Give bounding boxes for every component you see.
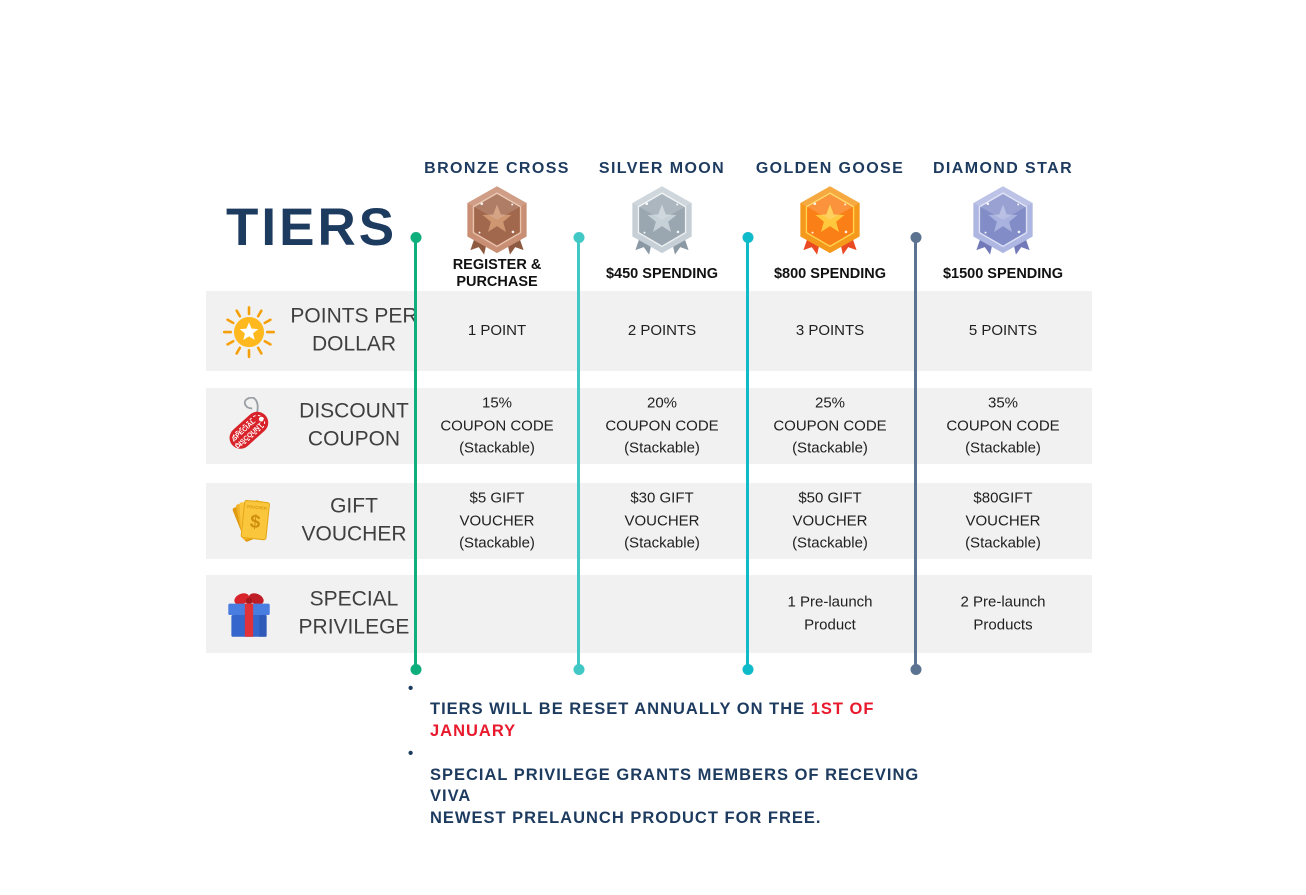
footnote-reset-date: 1ST OF JANUARY	[430, 700, 875, 740]
timeline-dot	[410, 664, 421, 675]
timeline-dot	[410, 232, 421, 243]
tier-requirement: $800 SPENDING	[773, 265, 887, 282]
cell-diamond: 5 POINTS	[968, 321, 1038, 339]
tier-name: SILVER MOON	[598, 160, 726, 177]
discount-tag-icon: SPECIAL DISCOUNT	[229, 397, 269, 450]
gift-box-icon	[228, 593, 270, 637]
tier-requirement: $1500 SPENDING	[942, 265, 1064, 282]
silver-badge-icon	[632, 186, 692, 255]
cell-gold: 3 POINTS	[795, 321, 865, 339]
timeline-dot	[910, 232, 921, 243]
cell-bronze: $5 GIFT VOUCHER (Stackable)	[459, 489, 535, 552]
divider-line-bronze	[410, 232, 421, 675]
tier-column-bronze-cross: BRONZE CROSS REGISTER & PURCHASE	[407, 160, 587, 292]
row-points-per-dollar: POINTS PER DOLLAR 1 POINT 2 POINTS 3 POI…	[206, 291, 1092, 371]
tier-name: GOLDEN GOOSE	[755, 160, 905, 177]
footnote-privilege: SPECIAL PRIVILEGE GRANTS MEMBERS OF RECE…	[406, 743, 966, 829]
timeline-dot	[573, 664, 584, 675]
cell-gold: 1 Pre-launch Product	[787, 593, 873, 634]
tier-name: DIAMOND STAR	[932, 160, 1074, 177]
bronze-badge-icon	[467, 186, 527, 255]
row-label: GIFT VOUCHER	[301, 494, 407, 546]
timeline-dot	[742, 664, 753, 675]
footnote-reset-text: TIERS WILL BE RESET ANNUALLY ON THE	[430, 700, 811, 719]
row-special-privilege: SPECIAL PRIVILEGE 1 Pre-launch Product 2…	[206, 575, 1092, 653]
row-label: POINTS PER DOLLAR	[290, 304, 418, 356]
row-label: DISCOUNT COUPON	[299, 399, 409, 451]
star-points-icon	[223, 306, 275, 359]
divider-line-silver	[573, 232, 584, 675]
tier-requirement: $450 SPENDING	[605, 265, 719, 282]
divider-line-diamond	[910, 232, 921, 675]
cell-diamond: 35% COUPON CODE (Stackable)	[946, 394, 1060, 457]
cell-diamond: 2 Pre-launch Products	[960, 593, 1046, 634]
tier-name: BRONZE CROSS	[424, 160, 570, 177]
cell-gold: 25% COUPON CODE (Stackable)	[773, 394, 887, 457]
cell-diamond: $80GIFT VOUCHER (Stackable)	[965, 489, 1041, 552]
row-gift-voucher: VOUCHER $ GIFT VOUCHER $5 GIFT VOUCHER (…	[206, 483, 1092, 559]
row-discount-coupon: SPECIAL DISCOUNT DISCOUNT COUPON 15% COU…	[206, 388, 1092, 464]
footnote-privilege-text: SPECIAL PRIVILEGE GRANTS MEMBERS OF RECE…	[430, 765, 920, 827]
cell-silver: 20% COUPON CODE (Stackable)	[605, 394, 719, 457]
cell-silver: 2 POINTS	[627, 321, 697, 339]
diamond-badge-icon	[973, 186, 1033, 255]
footnote-reset: TIERS WILL BE RESET ANNUALLY ON THE 1ST …	[406, 678, 966, 742]
tier-column-golden-goose: GOLDEN GOOSE $800 SPENDING	[740, 160, 920, 292]
cell-bronze: 15% COUPON CODE (Stackable)	[440, 394, 554, 457]
footnotes: TIERS WILL BE RESET ANNUALLY ON THE 1ST …	[406, 678, 966, 830]
svg-text:VOUCHER: VOUCHER	[246, 504, 267, 511]
cell-bronze: 1 POINT	[467, 321, 527, 339]
tier-column-diamond-star: DIAMOND STAR $1500 SPENDING	[913, 160, 1093, 292]
svg-text:$: $	[249, 510, 262, 532]
page-title: TIERS	[226, 198, 398, 257]
timeline-dot	[742, 232, 753, 243]
cell-gold: $50 GIFT VOUCHER (Stackable)	[792, 489, 868, 552]
timeline-dot	[573, 232, 584, 243]
row-label: SPECIAL PRIVILEGE	[298, 587, 410, 639]
timeline-dot	[910, 664, 921, 675]
cell-silver: $30 GIFT VOUCHER (Stackable)	[624, 489, 700, 552]
divider-line-gold	[742, 232, 753, 675]
gift-voucher-icon: VOUCHER $	[232, 499, 270, 542]
tier-column-silver-moon: SILVER MOON $450 SPENDING	[572, 160, 752, 292]
tier-requirement: REGISTER & PURCHASE	[452, 257, 542, 290]
gold-badge-icon	[800, 186, 860, 255]
